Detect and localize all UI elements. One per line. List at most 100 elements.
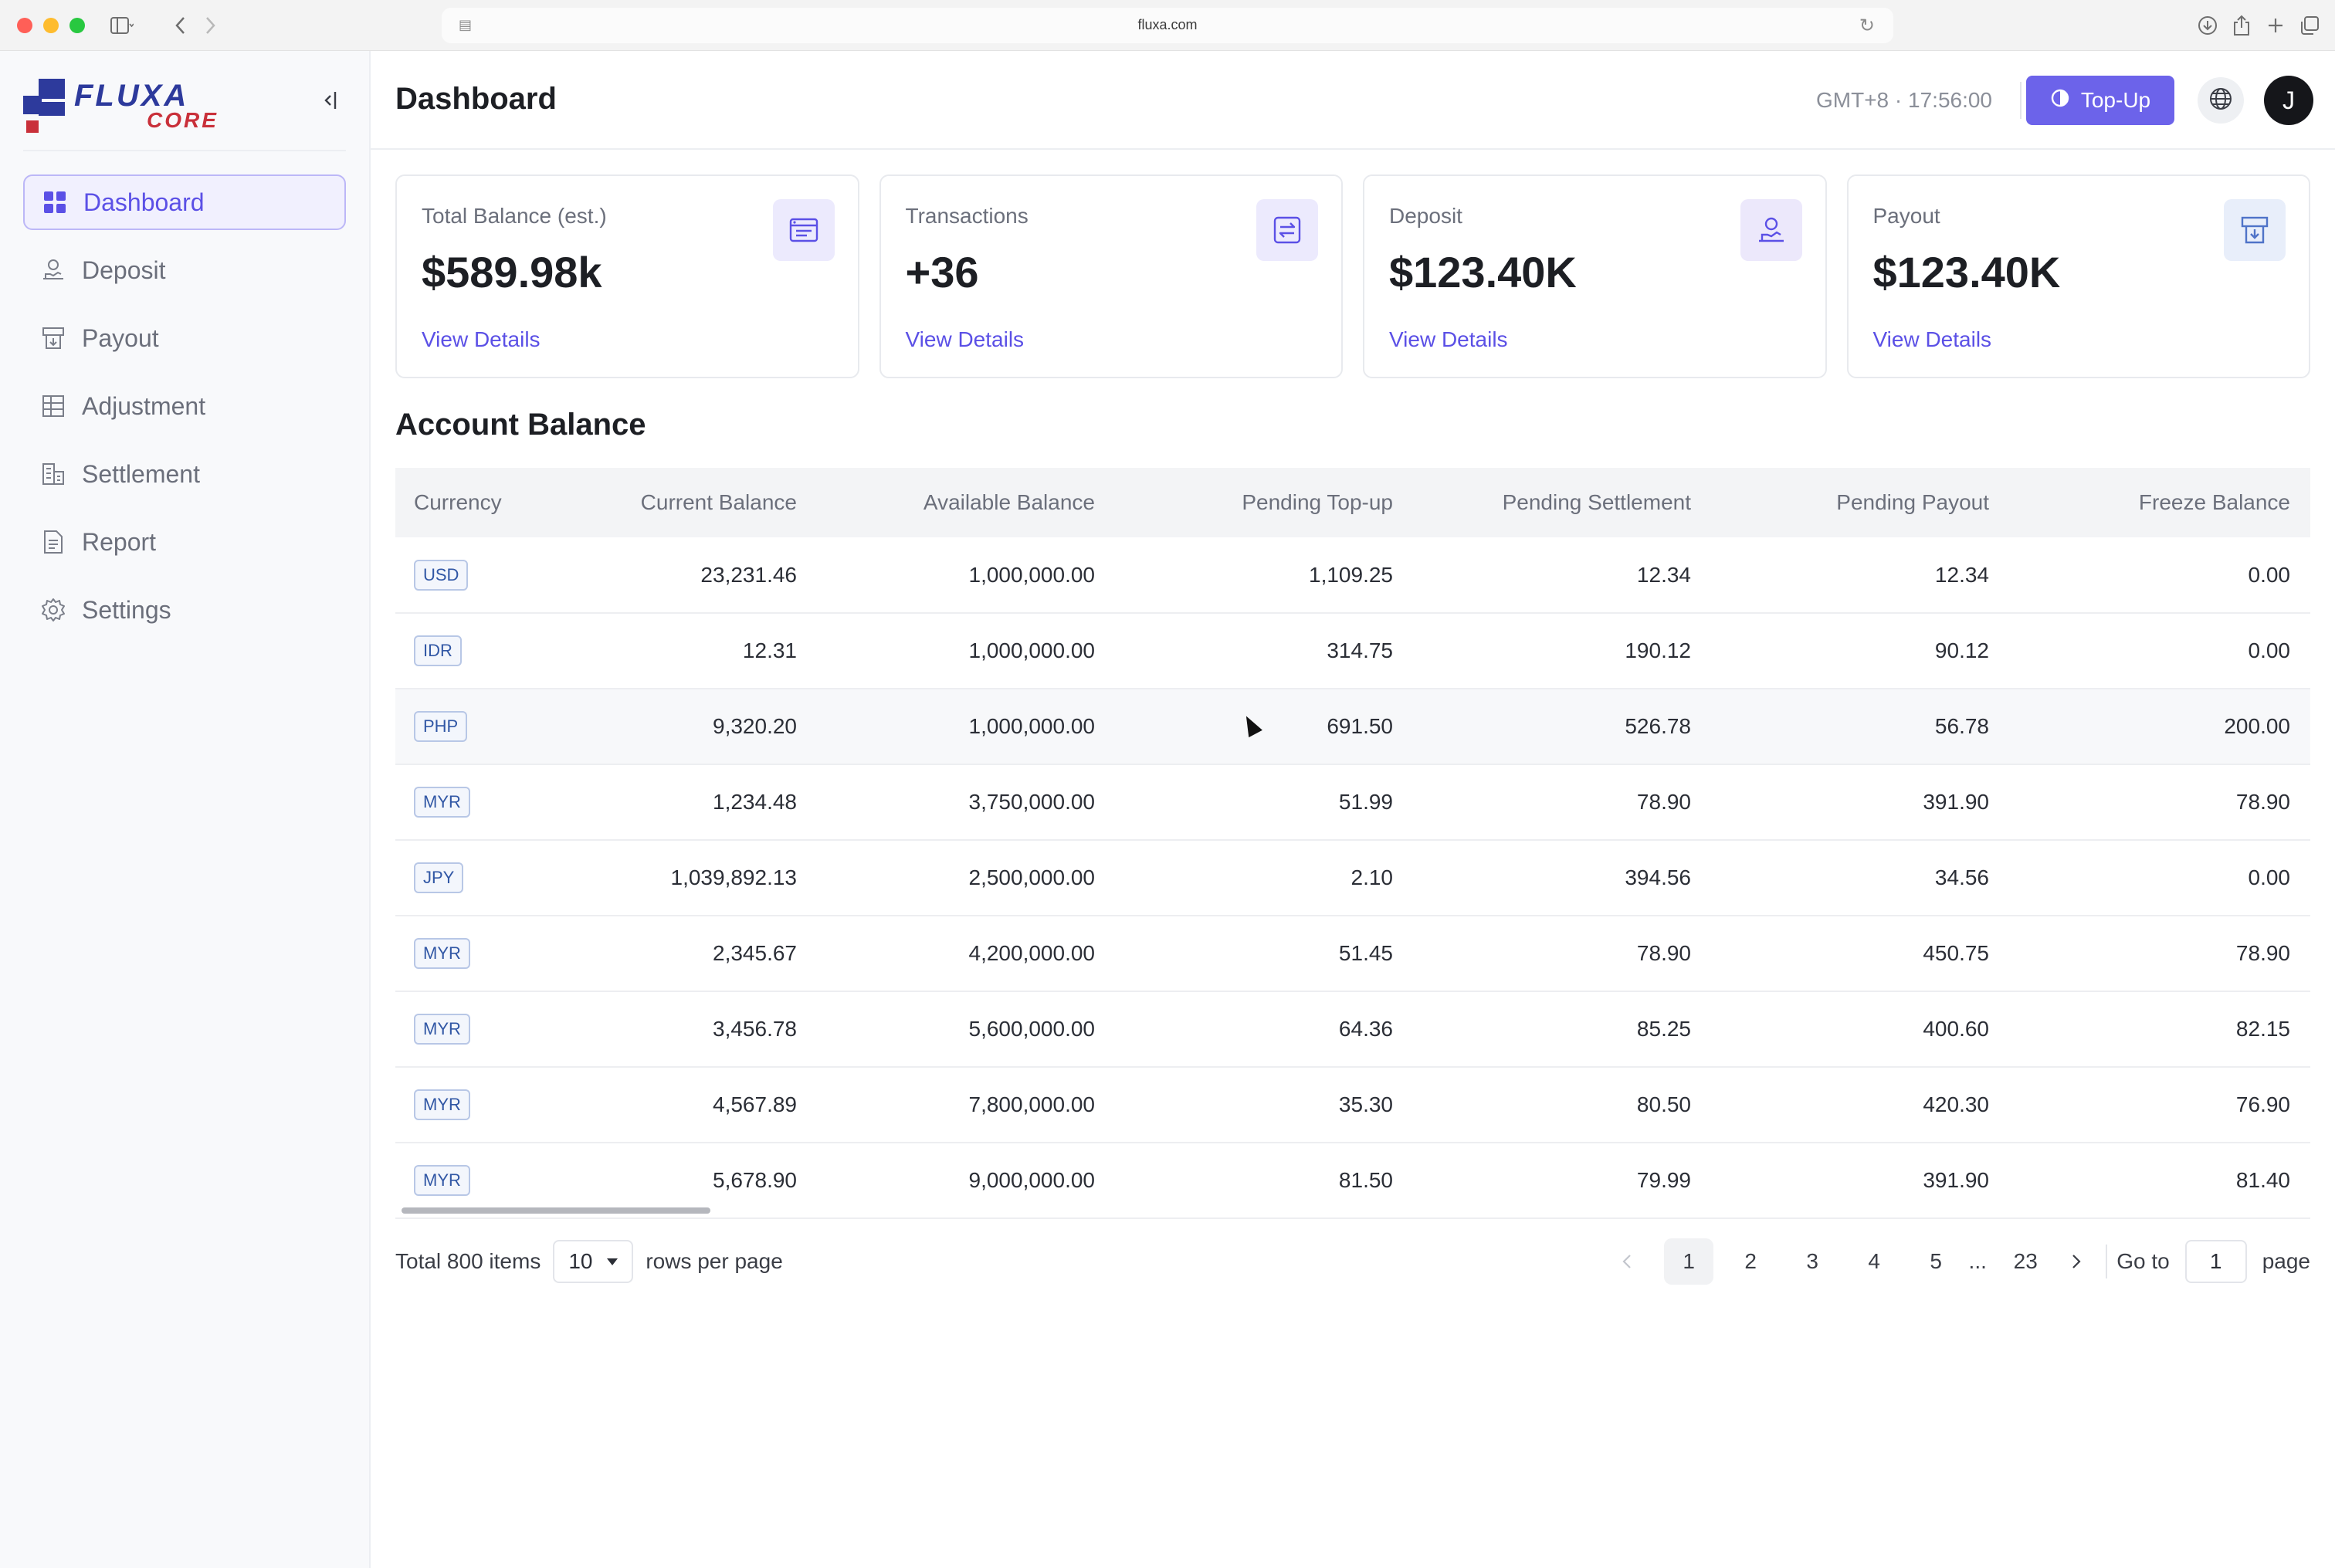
page-size-select[interactable]: 10 <box>553 1240 634 1283</box>
sidebar-item-dashboard[interactable]: Dashboard <box>23 174 346 230</box>
page-settings-icon[interactable]: ▤ <box>459 17 473 32</box>
sidebar-item-label: Settlement <box>82 459 200 488</box>
table-cell: 1,039,892.13 <box>670 865 798 889</box>
table-row[interactable]: PHP 9,320.20 1,000,000.00 691.50 526.78 … <box>395 689 2310 764</box>
page-ellipsis[interactable]: ... <box>1968 1249 1987 1273</box>
table-cell: 1,234.48 <box>713 790 797 814</box>
table-row[interactable]: JPY 1,039,892.13 2,500,000.00 2.10 394.5… <box>395 840 2310 916</box>
goto-page-input[interactable]: 1 <box>2184 1240 2247 1283</box>
table-cell: 9,000,000.00 <box>968 1168 1096 1192</box>
currency-tag: IDR <box>414 635 462 666</box>
top-up-label: Top-Up <box>2080 88 2151 112</box>
table-cell: 81.50 <box>1338 1168 1393 1192</box>
table-cell: 450.75 <box>1923 941 1989 965</box>
card-label: Total Balance (est.) <box>422 204 607 228</box>
table-cell: 1,000,000.00 <box>968 562 1096 587</box>
forward-arrow-icon[interactable] <box>199 11 222 40</box>
goto-label: Go to <box>2116 1249 2170 1273</box>
sidebar-toggle-icon[interactable] <box>102 11 142 40</box>
currency-tag: JPY <box>414 862 464 893</box>
sidebar-item-payout[interactable]: Payout <box>23 310 346 366</box>
next-page-button[interactable] <box>2062 1238 2090 1285</box>
table-cell: 34.56 <box>1934 865 1989 889</box>
table-cell: 51.45 <box>1338 941 1393 965</box>
view-details-link[interactable]: View Details <box>1872 327 1992 351</box>
close-window-button[interactable] <box>17 18 32 33</box>
page-button-2[interactable]: 2 <box>1744 1249 1757 1273</box>
column-header: Pending Top-up <box>1242 490 1393 514</box>
download-icon[interactable] <box>2194 11 2221 40</box>
account-balance-title: Account Balance <box>395 408 646 442</box>
sidebar-item-settings[interactable]: Settings <box>23 582 346 638</box>
table-cell: 76.90 <box>2235 1092 2290 1116</box>
caret-down-icon <box>607 1258 618 1265</box>
tab-overview-icon[interactable] <box>2296 11 2323 40</box>
globe-icon <box>2208 86 2233 115</box>
header-divider <box>2020 82 2022 119</box>
browser-toolbar: ▤ fluxa.com ↻ <box>0 0 2335 51</box>
page-button-1[interactable]: 1 <box>1664 1238 1714 1285</box>
table-cell: 79.99 <box>1636 1168 1691 1192</box>
table-row[interactable]: MYR 1,234.48 3,750,000.00 51.99 78.90 39… <box>395 764 2310 840</box>
share-icon[interactable] <box>2228 11 2255 40</box>
table-row[interactable]: MYR 2,345.67 4,200,000.00 51.45 78.90 45… <box>395 916 2310 991</box>
table-cell: 35.30 <box>1338 1092 1393 1116</box>
table-cell: 81.40 <box>2235 1168 2290 1192</box>
sidebar-item-label: Report <box>82 527 157 556</box>
table-cell: 314.75 <box>1327 638 1393 662</box>
view-details-link[interactable]: View Details <box>1389 327 1508 351</box>
page-button-3[interactable]: 3 <box>1806 1249 1818 1273</box>
prev-page-button[interactable] <box>1602 1238 1652 1285</box>
back-arrow-icon[interactable] <box>168 11 191 40</box>
currency-tag: MYR <box>414 787 470 818</box>
table-cell: 56.78 <box>1934 714 1989 738</box>
page-button-4[interactable]: 4 <box>1868 1249 1880 1273</box>
table-cell: 391.90 <box>1923 1168 1989 1192</box>
table-row[interactable]: IDR 12.31 1,000,000.00 314.75 190.12 90.… <box>395 613 2310 689</box>
view-details-link[interactable]: View Details <box>905 327 1025 351</box>
rows-per-page-text: rows per page <box>646 1249 783 1273</box>
adjustment-grid-icon <box>40 393 66 419</box>
page-title: Dashboard <box>395 82 557 116</box>
table-row[interactable]: USD 23,231.46 1,000,000.00 1,109.25 12.3… <box>395 537 2310 613</box>
address-bar[interactable]: ▤ fluxa.com ↻ <box>442 8 1893 43</box>
table-cell: 23,231.46 <box>700 562 797 587</box>
table-cell: 80.50 <box>1636 1092 1691 1116</box>
user-avatar[interactable]: J <box>2264 76 2313 125</box>
url-text: fluxa.com <box>1137 17 1198 32</box>
reload-icon[interactable]: ↻ <box>1859 15 1875 36</box>
maximize-window-button[interactable] <box>69 18 85 33</box>
sidebar-item-label: Settings <box>82 595 171 624</box>
new-tab-icon[interactable] <box>2262 11 2289 40</box>
transactions-card: Transactions +36 View Details <box>879 174 1343 378</box>
table-row[interactable]: MYR 4,567.89 7,800,000.00 35.30 80.50 42… <box>395 1067 2310 1143</box>
page-button-5[interactable]: 5 <box>1930 1249 1942 1273</box>
table-cell: 85.25 <box>1636 1017 1691 1041</box>
fluxa-core-logo[interactable]: FLUXA CORE <box>23 73 247 134</box>
sidebar-item-settlement[interactable]: Settlement <box>23 446 346 502</box>
top-up-button[interactable]: Top-Up <box>2026 76 2174 125</box>
table-cell: 4,567.89 <box>713 1092 797 1116</box>
sidebar-item-label: Payout <box>82 323 159 352</box>
table-cell: 51.99 <box>1338 790 1393 814</box>
card-label: Deposit <box>1389 204 1462 228</box>
logo-text-secondary: CORE <box>147 108 219 132</box>
sidebar-item-report[interactable]: Report <box>23 514 346 570</box>
table-cell: 2,345.67 <box>713 941 797 965</box>
sidebar-item-deposit[interactable]: Deposit <box>23 242 346 298</box>
table-row[interactable]: MYR 3,456.78 5,600,000.00 64.36 85.25 40… <box>395 991 2310 1067</box>
collapse-sidebar-icon[interactable] <box>318 85 343 116</box>
table-cell: 78.90 <box>1636 790 1691 814</box>
table-horizontal-scrollbar[interactable] <box>402 1207 710 1214</box>
card-value: $123.40K <box>1389 248 1577 296</box>
sidebar-item-adjustment[interactable]: Adjustment <box>23 378 346 434</box>
table-row[interactable]: MYR 5,678.90 9,000,000.00 81.50 79.99 39… <box>395 1143 2310 1218</box>
pagination: 1 2 3 4 5 ... 23 Go to 1 page <box>1590 1238 2310 1285</box>
page-button-23[interactable]: 23 <box>2013 1249 2038 1273</box>
table-cell: 526.78 <box>1625 714 1691 738</box>
minimize-window-button[interactable] <box>43 18 59 33</box>
view-details-link[interactable]: View Details <box>422 327 541 351</box>
total-items-text: Total 800 items <box>395 1249 541 1273</box>
column-header: Available Balance <box>923 490 1095 514</box>
language-globe-button[interactable] <box>2198 77 2244 124</box>
